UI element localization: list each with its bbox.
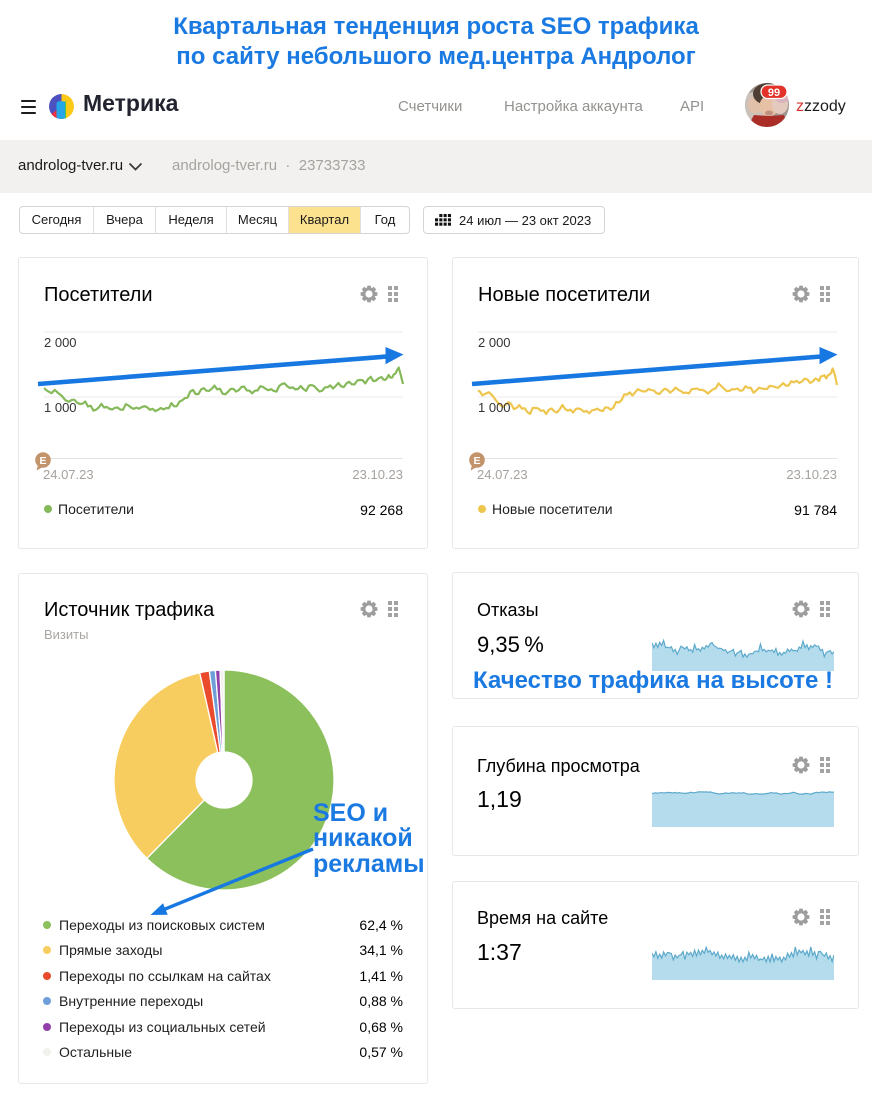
svg-text:E: E bbox=[473, 454, 480, 466]
svg-text:99: 99 bbox=[768, 87, 780, 99]
svg-text:E: E bbox=[39, 454, 46, 466]
